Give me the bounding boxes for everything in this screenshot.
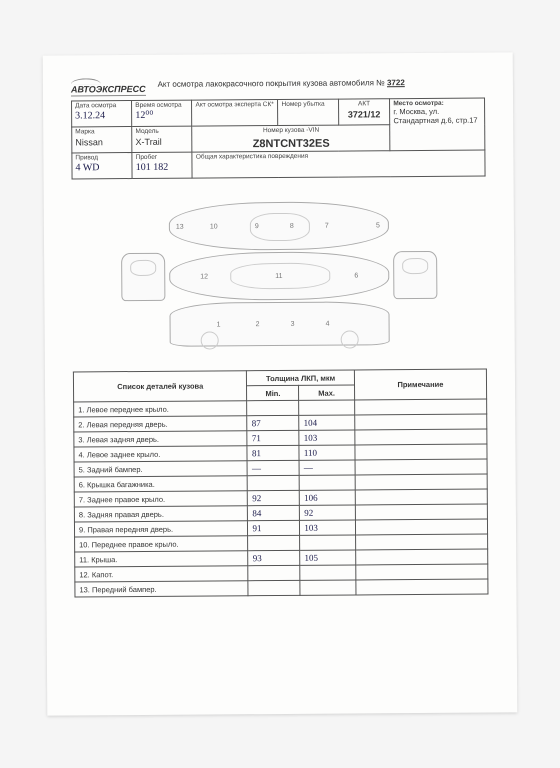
part-name: 11. Крыша. [75,551,249,567]
part-name: 1. Левое переднее крыло. [74,401,248,417]
min-value: 71 [247,430,299,445]
vehicle-diagram: 13 10 9 8 7 5 12 11 6 [72,183,487,366]
min-value: 87 [247,415,299,430]
max-value: 103 [300,520,356,535]
document-title: Акт осмотра лакокрасочного покрытия кузо… [158,78,405,89]
note-cell [355,489,487,505]
info-table-1: Дата осмотра3.12.24 Время осмотра12⁰⁰ Ак… [71,98,486,180]
part-name: 6. Крышка багажника. [74,476,248,492]
max-value: — [299,460,355,475]
note-cell [355,504,487,520]
logo: АВТОЭКСПРЕСС [71,75,146,95]
note-cell [356,579,488,595]
note-cell [355,444,487,460]
note-cell [355,549,487,565]
table-row: 13. Передний бампер. [75,579,488,597]
car-top-view: 13 10 9 8 7 5 [169,201,389,251]
min-value: 91 [248,520,300,535]
max-value: 105 [300,550,356,565]
part-name: 10. Переднее правое крыло. [75,536,249,552]
car-front-view [121,253,165,301]
note-cell [355,519,487,535]
part-name: 13. Передний бампер. [75,581,249,597]
min-value: 84 [248,505,300,520]
note-cell [355,474,487,490]
part-name: 5. Задний бампер. [74,461,248,477]
note-cell [355,534,487,550]
min-value: — [247,460,299,475]
max-value: 106 [300,490,356,505]
min-value [247,400,299,415]
document-header: АВТОЭКСПРЕСС Акт осмотра лакокрасочного … [71,73,485,95]
max-value: 104 [299,415,355,430]
max-value [300,565,356,580]
part-name: 3. Левая задняя дверь. [74,431,248,447]
note-cell [355,414,487,430]
max-value: 92 [300,505,356,520]
car-rear-view [393,251,437,299]
min-value [248,580,300,595]
max-value [300,535,356,550]
part-name: 2. Левая передняя дверь. [74,416,248,432]
max-value: 103 [299,430,355,445]
min-value: 93 [248,550,300,565]
note-cell [356,564,488,580]
note-cell [354,399,486,415]
note-cell [355,429,487,445]
part-name: 7. Заднее правое крыло. [74,491,248,507]
note-cell [355,459,487,475]
max-value: 110 [299,445,355,460]
min-value [248,475,300,490]
car-side-view: 1 2 3 4 [169,301,389,347]
document-number: 3722 [387,78,405,87]
part-name: 8. Задняя правая дверь. [74,506,248,522]
max-value [299,475,355,490]
part-name: 4. Левое заднее крыло. [74,446,248,462]
max-value [300,580,356,595]
inspection-document: АВТОЭКСПРЕСС Акт осмотра лакокрасочного … [43,52,518,715]
min-value: 92 [248,490,300,505]
parts-table: Список деталей кузова Толщина ЛКП, мкм П… [73,369,489,598]
max-value [299,400,355,415]
part-name: 9. Правая передняя дверь. [74,521,248,537]
min-value [248,535,300,550]
car-plan-view: 12 11 6 [169,251,389,301]
min-value: 81 [247,445,299,460]
min-value [248,565,300,580]
part-name: 12. Капот. [75,566,249,582]
